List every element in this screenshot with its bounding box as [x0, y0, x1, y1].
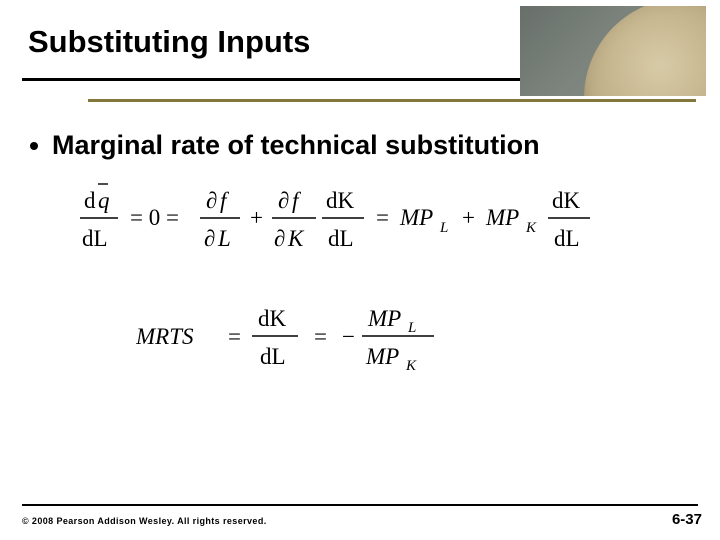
eq1-dL-partial: ∂	[204, 226, 215, 251]
slide-title-box: Substituting Inputs	[28, 24, 310, 60]
eq1-plus1: +	[250, 205, 263, 230]
eq1-eq2: =	[376, 205, 389, 230]
accent-rule	[88, 99, 696, 102]
eq1-MPL: MP	[399, 205, 433, 230]
bullet-row: Marginal rate of technical substitution	[30, 130, 540, 161]
eq2-minus: −	[342, 324, 355, 349]
eq1-dL3: dL	[554, 226, 580, 251]
eq2-MPK: MP	[365, 344, 399, 369]
eq2-eq2: =	[314, 324, 327, 349]
eq2-MRTS: MRTS	[136, 324, 194, 349]
equation-2: MRTS = dK dL = − MP L MP K	[136, 300, 516, 372]
eq1-MPK: MP	[485, 205, 519, 230]
eq1-dK-K: K	[287, 226, 305, 251]
eq1-plus2: +	[462, 205, 475, 230]
eq1-MPK-sub: K	[525, 220, 537, 236]
corner-decorative-image	[520, 6, 706, 96]
eq1-dfk-top-f: f	[292, 188, 302, 213]
slide-title: Substituting Inputs	[28, 24, 310, 59]
copyright-text: © 2008 Pearson Addison Wesley. All right…	[22, 516, 267, 526]
eq1-df-top-partial: ∂	[206, 188, 217, 213]
eq1-qbar: q	[98, 188, 110, 213]
eq1-dL-L: L	[217, 226, 231, 251]
eq2-MPK-sub: K	[405, 358, 417, 372]
eq1-eq0: = 0 =	[130, 205, 179, 230]
eq1-dq-d: d	[84, 188, 96, 213]
bullet-dot	[30, 142, 38, 150]
page-number: 6-37	[672, 511, 702, 528]
eq2-MPL-sub: L	[407, 320, 416, 336]
eq1-dfk-top-partial: ∂	[278, 188, 289, 213]
eq1-dK2: dK	[326, 188, 355, 213]
eq2-MPL: MP	[367, 306, 401, 331]
corner-sphere	[584, 6, 706, 96]
eq2-eq1: =	[228, 324, 241, 349]
eq1-MPL-sub: L	[439, 220, 448, 236]
eq2-dK: dK	[258, 306, 287, 331]
eq2-dL: dL	[260, 344, 286, 369]
eq1-dL1: dL	[82, 226, 108, 251]
eq1-dK-partial: ∂	[274, 226, 285, 251]
equation-1: d q dL = 0 = ∂ f ∂ L + ∂ f ∂ K dK dL = M…	[78, 180, 668, 256]
bullet-text: Marginal rate of technical substitution	[52, 130, 540, 161]
eq1-df-top-f: f	[220, 188, 230, 213]
footer-rule	[22, 504, 698, 506]
eq1-dL2: dL	[328, 226, 354, 251]
eq1-dK3: dK	[552, 188, 581, 213]
